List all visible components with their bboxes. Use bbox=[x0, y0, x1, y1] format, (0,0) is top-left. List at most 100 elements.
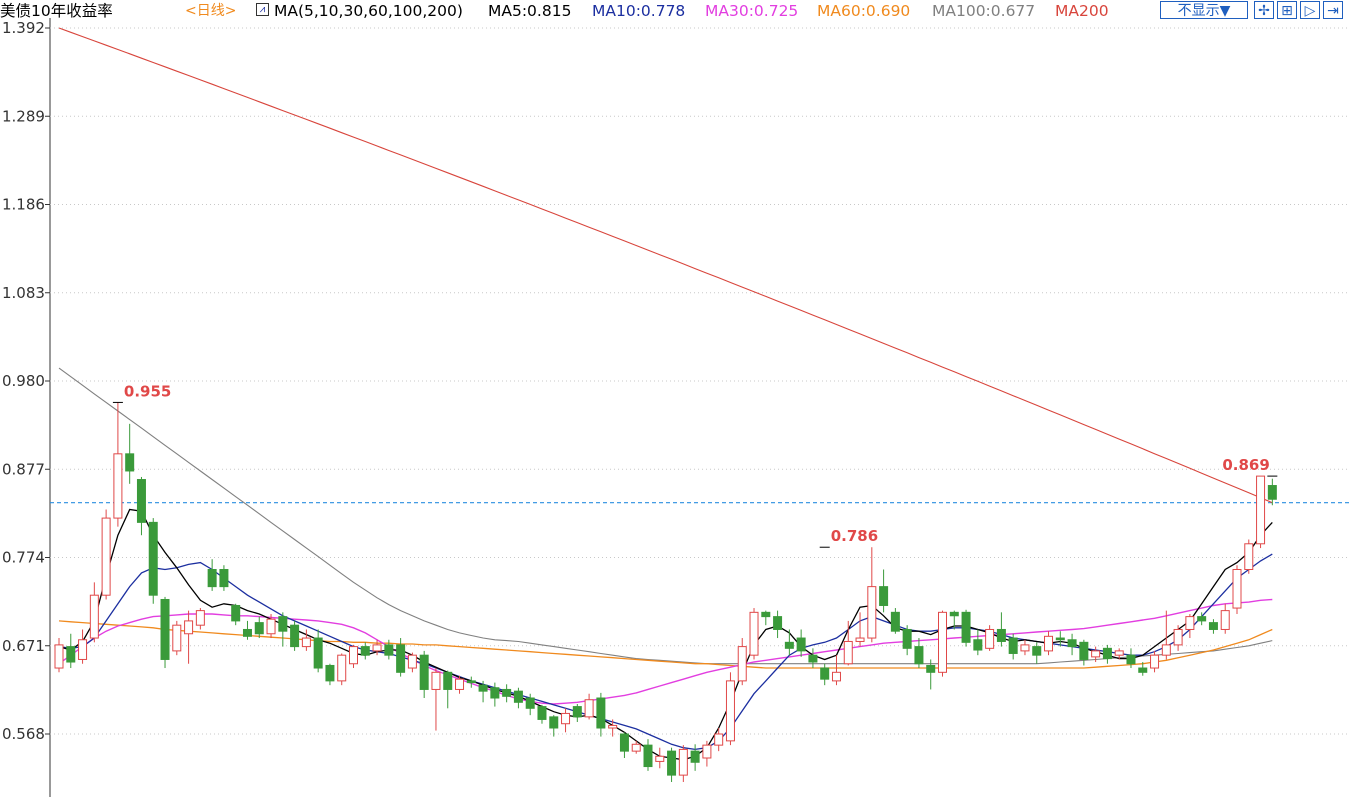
candle-body bbox=[266, 618, 276, 635]
candle-down bbox=[667, 747, 677, 782]
play-icon[interactable]: ▷ bbox=[1300, 1, 1320, 19]
candle-body bbox=[1197, 616, 1207, 622]
candle-down bbox=[996, 612, 1006, 647]
ma10-line bbox=[58, 553, 1273, 751]
candle-down bbox=[820, 663, 830, 686]
candle-up bbox=[113, 402, 123, 527]
candle-body bbox=[1114, 650, 1124, 656]
crosshair-icon[interactable]: ✢ bbox=[1254, 1, 1274, 19]
candle-up bbox=[1173, 625, 1183, 651]
candle-body bbox=[678, 748, 688, 776]
candle-down bbox=[525, 693, 535, 716]
candle-up bbox=[431, 668, 441, 731]
candle-down bbox=[902, 625, 912, 656]
hide-indicator-button[interactable]: 不显示▼ bbox=[1160, 1, 1248, 19]
candle-down bbox=[419, 650, 429, 699]
candle-up bbox=[725, 672, 735, 746]
candle-up bbox=[337, 653, 347, 686]
candle-down bbox=[478, 680, 488, 703]
candle-down bbox=[773, 610, 783, 639]
candle-body bbox=[1244, 543, 1254, 570]
ma200-legend: MA200 bbox=[1055, 2, 1109, 20]
candle-up bbox=[184, 610, 194, 664]
candle-up bbox=[843, 620, 853, 666]
candle-body bbox=[584, 699, 594, 718]
candle-down bbox=[242, 620, 252, 640]
candle-body bbox=[855, 637, 865, 642]
candle-down bbox=[926, 659, 936, 690]
y-tick-label: 0.774 bbox=[2, 549, 45, 567]
candle-body bbox=[1055, 637, 1065, 641]
candle-down bbox=[1079, 639, 1089, 666]
candle-body bbox=[113, 453, 123, 519]
candle-down bbox=[973, 629, 983, 656]
candle-down bbox=[136, 476, 146, 536]
y-tick-label: 0.980 bbox=[2, 372, 45, 390]
candle-up bbox=[1020, 639, 1030, 656]
candle-down bbox=[796, 629, 806, 657]
candle-down bbox=[1067, 633, 1077, 656]
candle-body bbox=[938, 611, 947, 673]
candle-up bbox=[78, 629, 88, 664]
period-label[interactable]: <日线> bbox=[185, 3, 237, 19]
candle-down bbox=[879, 569, 889, 613]
candle-body bbox=[325, 664, 335, 682]
candle-body bbox=[466, 680, 476, 684]
candle-body bbox=[1256, 475, 1266, 545]
candle-body bbox=[914, 646, 924, 665]
candle-down bbox=[1102, 644, 1112, 664]
candle-body bbox=[1020, 644, 1030, 652]
candle-body bbox=[148, 521, 158, 596]
candle-down bbox=[1008, 633, 1018, 660]
candle-body bbox=[254, 622, 264, 635]
candle-body bbox=[996, 628, 1006, 642]
candle-up bbox=[172, 620, 182, 656]
candle-body bbox=[1173, 628, 1183, 646]
ma-legend-icon[interactable]: ⩘ bbox=[256, 3, 269, 16]
candle-body bbox=[1267, 485, 1277, 500]
ma100-legend: MA100:0.677 bbox=[932, 2, 1036, 20]
candle-up bbox=[985, 625, 995, 651]
candle-down bbox=[1208, 619, 1218, 634]
zoom-in-icon[interactable]: ⊞ bbox=[1277, 1, 1297, 19]
candle-down bbox=[313, 629, 323, 673]
annotations: 0.955 0.786 0.869 bbox=[112, 382, 1278, 548]
candle-up bbox=[407, 652, 417, 673]
y-tick-label: 1.083 bbox=[2, 284, 45, 302]
candle-body bbox=[549, 716, 559, 729]
chart-header: 美债10年收益率 <日线> ⩘ MA(5,10,30,60,100,200) M… bbox=[0, 0, 1350, 22]
candle-body bbox=[784, 641, 794, 649]
candle-body bbox=[1008, 637, 1018, 654]
candle-up bbox=[1161, 610, 1171, 660]
candle-body bbox=[643, 744, 653, 768]
candle-down bbox=[490, 682, 500, 707]
candle-up bbox=[1044, 631, 1054, 656]
ma200-line bbox=[58, 27, 1273, 504]
y-tick-label: 0.877 bbox=[2, 460, 45, 478]
candle-body bbox=[172, 624, 182, 652]
candle-body bbox=[1220, 610, 1230, 630]
candle-body bbox=[985, 628, 995, 649]
candle-down bbox=[502, 684, 512, 703]
candle-body bbox=[1161, 644, 1171, 656]
candle-up bbox=[1150, 650, 1160, 673]
candle-up bbox=[1256, 475, 1266, 549]
candle-body bbox=[502, 688, 512, 697]
candle-down bbox=[619, 732, 629, 758]
candle-body bbox=[773, 616, 783, 630]
candle-body bbox=[195, 610, 205, 626]
candle-up bbox=[678, 745, 688, 782]
candle-body bbox=[902, 628, 912, 649]
candle-body bbox=[879, 586, 889, 606]
candle-down bbox=[513, 687, 523, 709]
candle-down bbox=[949, 610, 959, 630]
candle-body bbox=[655, 755, 665, 762]
candle-up bbox=[608, 719, 618, 737]
export-icon[interactable]: ⇥ bbox=[1323, 1, 1343, 19]
candle-body bbox=[278, 616, 288, 632]
candle-body bbox=[66, 646, 76, 663]
candle-down bbox=[443, 670, 453, 709]
candle-down bbox=[466, 676, 476, 688]
candle-body bbox=[525, 697, 535, 709]
candle-up bbox=[737, 638, 747, 686]
